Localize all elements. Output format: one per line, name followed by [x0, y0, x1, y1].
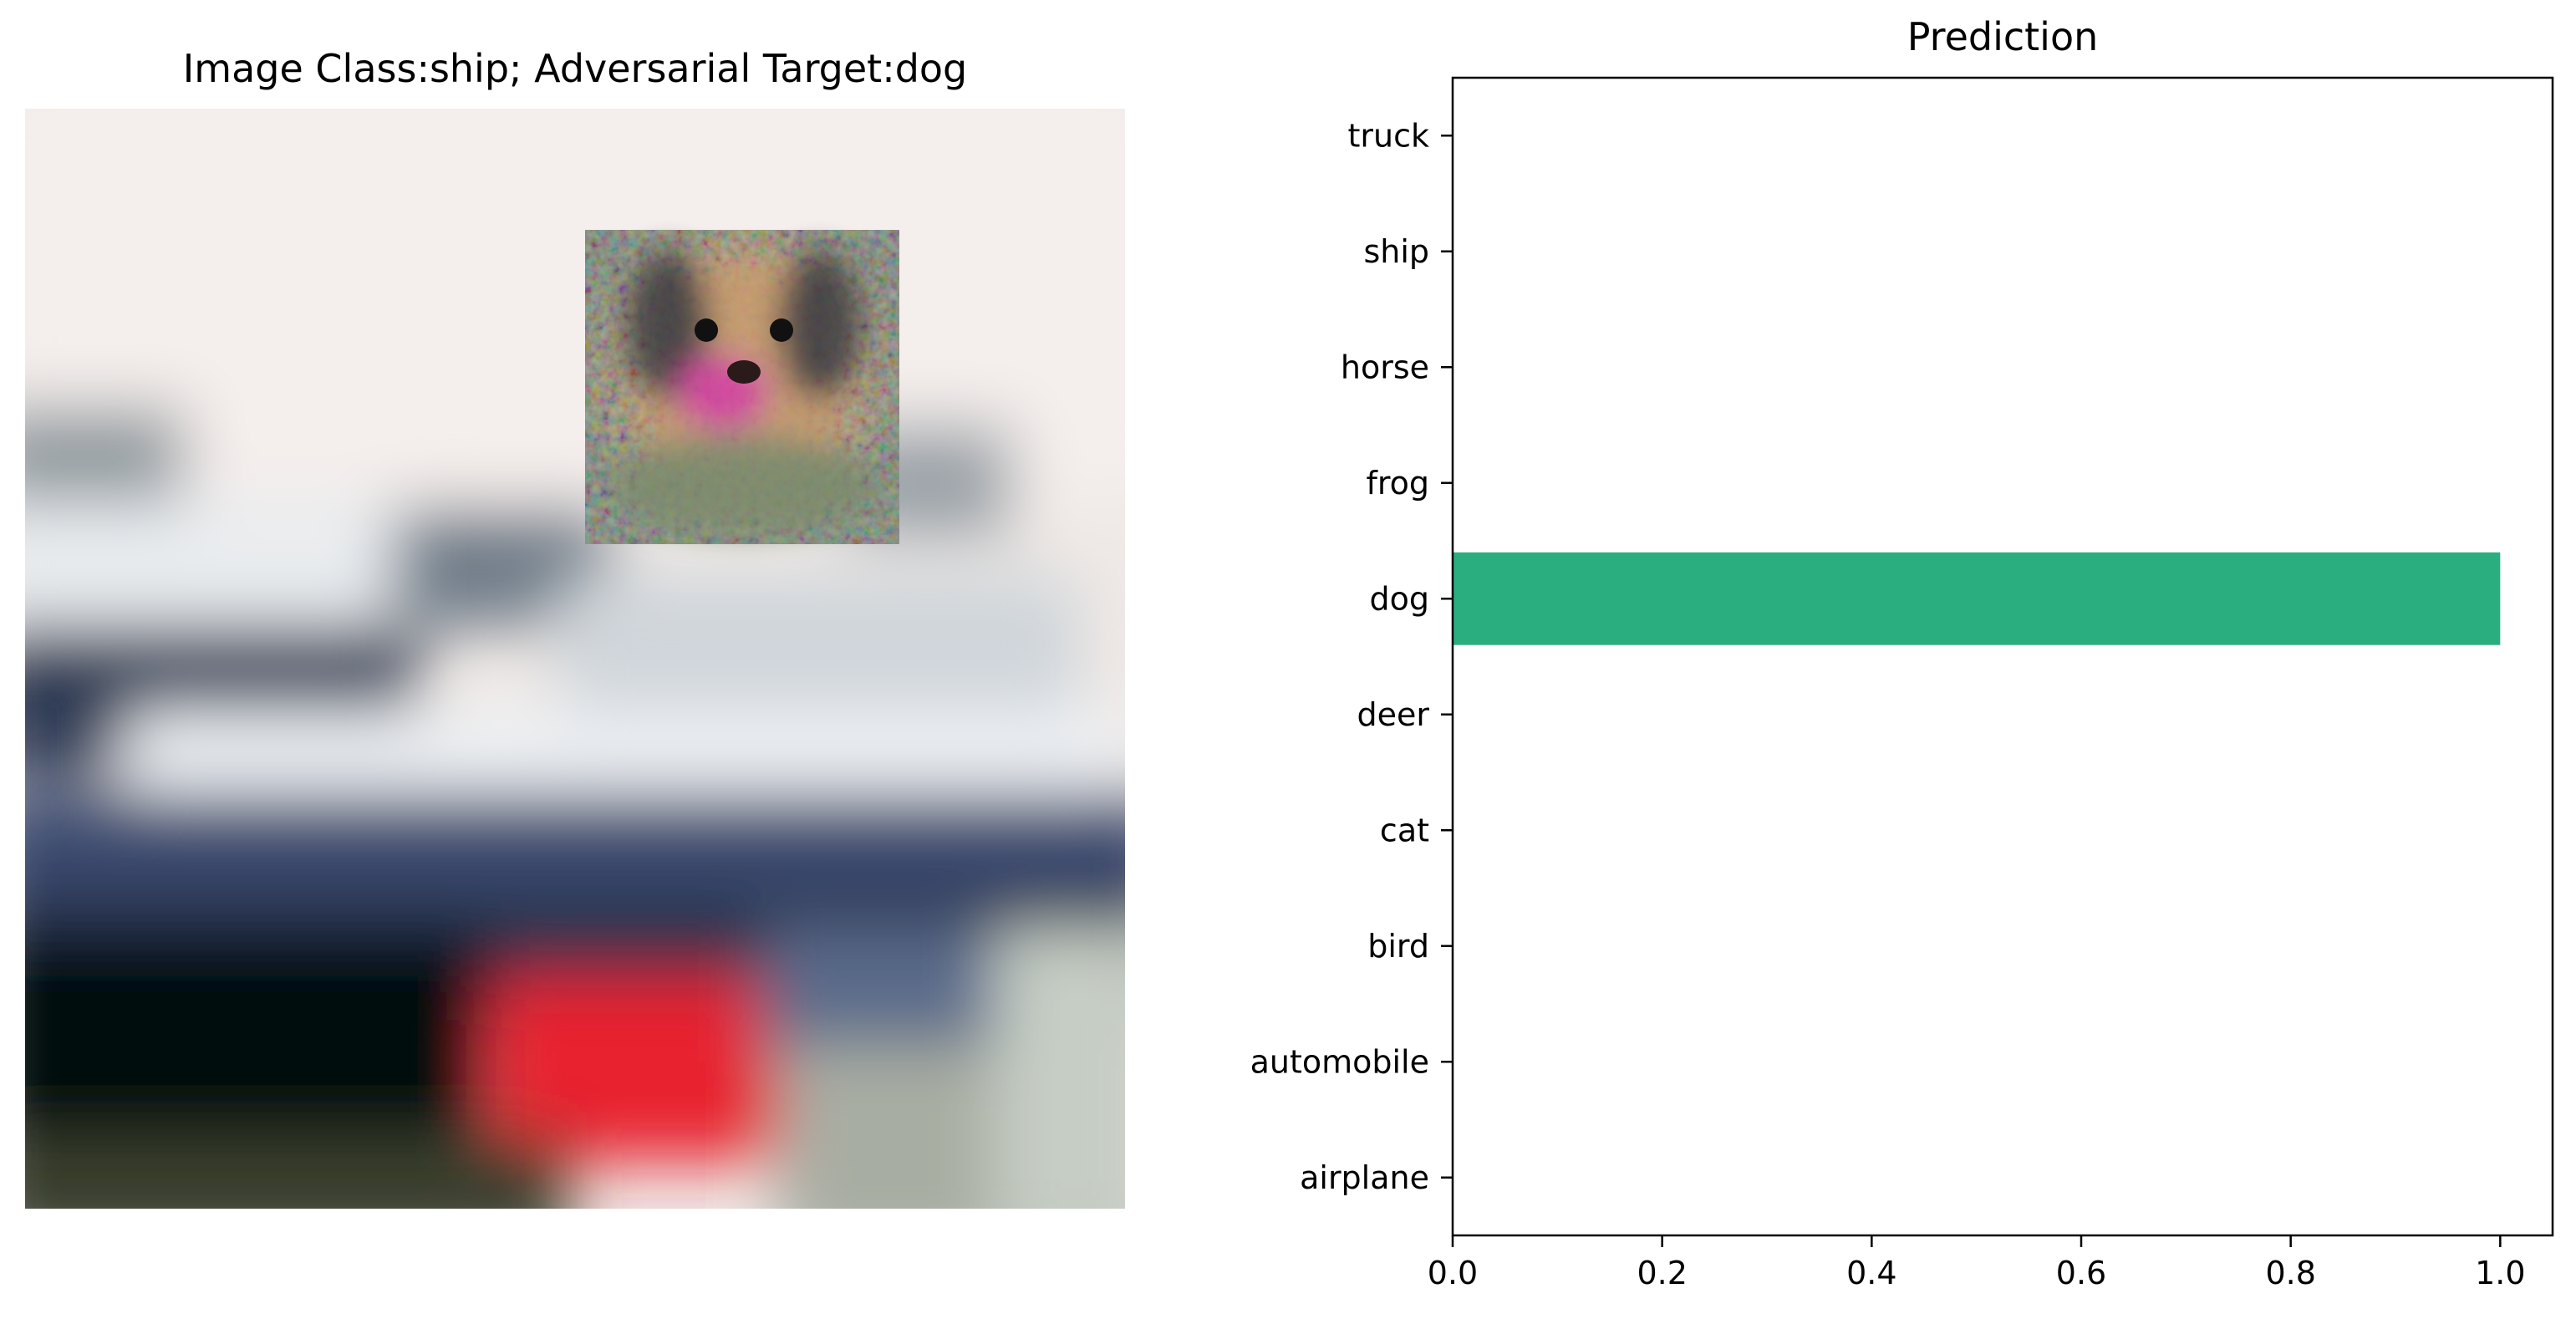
y-tick-label-frog: frog: [1366, 465, 1429, 502]
y-tick-label-truck: truck: [1347, 117, 1429, 154]
y-tick-label-bird: bird: [1367, 928, 1429, 965]
y-tick-label-cat: cat: [1380, 812, 1429, 848]
x-tick-label-2: 0.4: [1846, 1255, 1896, 1291]
y-tick-label-dog: dog: [1370, 580, 1430, 617]
x-tick-label-1: 0.2: [1637, 1255, 1687, 1291]
x-tick-label-4: 0.8: [2265, 1255, 2315, 1291]
y-tick-label-airplane: airplane: [1300, 1159, 1429, 1196]
bar-dog: [1453, 552, 2501, 645]
x-tick-label-5: 1.0: [2475, 1255, 2525, 1291]
y-tick-label-horse: horse: [1341, 349, 1429, 385]
chart-title: Prediction: [1907, 14, 2099, 59]
y-tick-label-deer: deer: [1357, 696, 1429, 733]
x-tick-label-3: 0.6: [2056, 1255, 2106, 1291]
plot-frame: [1451, 76, 2554, 1237]
adversarial-image: [25, 109, 1125, 1209]
image-title: Image Class:ship; Adversarial Target:dog: [182, 46, 968, 91]
y-tick-label-ship: ship: [1363, 233, 1429, 270]
y-tick-label-automobile: automobile: [1250, 1043, 1429, 1080]
x-tick-label-0: 0.0: [1428, 1255, 1478, 1291]
